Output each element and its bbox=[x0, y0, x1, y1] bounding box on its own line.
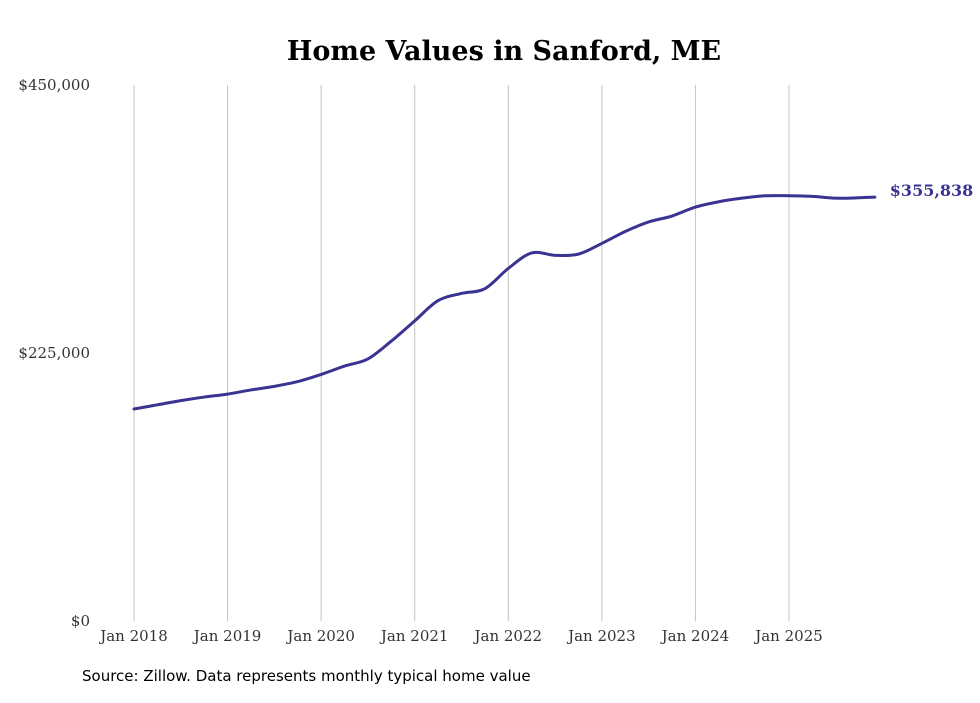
series-end-label: $355,838 bbox=[890, 181, 974, 200]
y-tick-label: $225,000 bbox=[18, 344, 90, 362]
series-layer: $355,838 bbox=[132, 181, 974, 411]
grid-layer bbox=[133, 85, 790, 621]
y-axis-tick-labels: $0 $225,000 $450,000 bbox=[18, 76, 90, 630]
x-tick-label: Jan 2021 bbox=[379, 627, 449, 645]
chart-title: Home Values in Sanford, ME bbox=[287, 36, 721, 67]
x-tick-label: Jan 2020 bbox=[285, 627, 355, 645]
y-tick-label: $450,000 bbox=[18, 76, 90, 94]
x-tick-label: Jan 2019 bbox=[192, 627, 262, 645]
series-line-0 bbox=[132, 194, 877, 411]
x-tick-label: Jan 2024 bbox=[660, 627, 730, 645]
x-tick-label: Jan 2025 bbox=[753, 627, 823, 645]
x-tick-label: Jan 2018 bbox=[98, 627, 168, 645]
source-note: Source: Zillow. Data represents monthly … bbox=[82, 667, 531, 685]
y-tick-label: $0 bbox=[71, 612, 90, 630]
x-tick-label: Jan 2023 bbox=[566, 627, 636, 645]
x-tick-label: Jan 2022 bbox=[473, 627, 543, 645]
x-axis-tick-labels: Jan 2018 Jan 2019 Jan 2020 Jan 2021 Jan 2022… bbox=[98, 627, 823, 645]
